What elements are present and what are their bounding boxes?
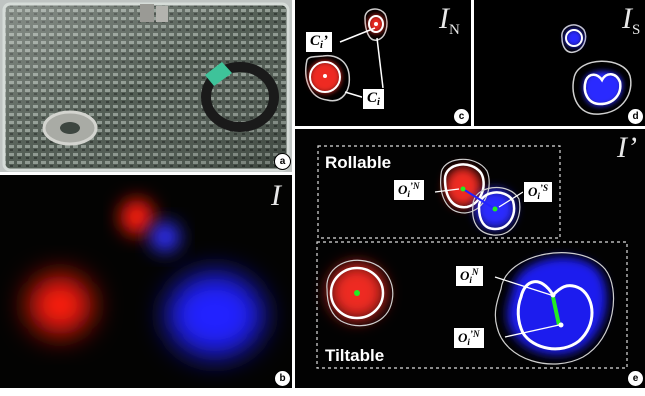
rollable-label: Rollable [325,153,392,172]
tiltable-region [316,241,628,369]
tag-oi-n: OiN [455,265,484,287]
panel-c-north-image: Ci’ Ci IN c [295,0,471,126]
panel-b-label: I [271,179,281,212]
rollable-region [317,145,561,239]
panel-e-label: I’ [617,131,637,164]
panel-badge-e: e [627,370,644,387]
tiltable-label: Tiltable [325,346,385,365]
panel-badge-b: b [274,370,291,387]
panel-d-label: IS [622,2,641,39]
panel-a-photo: a [0,0,292,172]
panel-e-combined-image: Rollable Tiltable Oi’N Oi’S OiN Oi’N I’ … [295,129,645,388]
panel-c-label: IN [439,2,460,39]
tag-oi-prime-n-tiltable: Oi’N [453,327,485,349]
tag-ci-prime: Ci’ [305,31,333,53]
panel-badge-c: c [453,108,470,125]
panel-badge-d: d [627,108,644,125]
ring-magnet [201,62,279,132]
tag-oi-prime-s: Oi’S [523,181,554,203]
panel-badge-a: a [274,153,291,170]
tag-oi-prime-n: Oi’N [393,179,425,201]
panel-b-magnetic-image: I b [0,175,292,388]
panel-d-south-image: IS d [474,0,645,126]
tag-ci: Ci [362,88,385,110]
